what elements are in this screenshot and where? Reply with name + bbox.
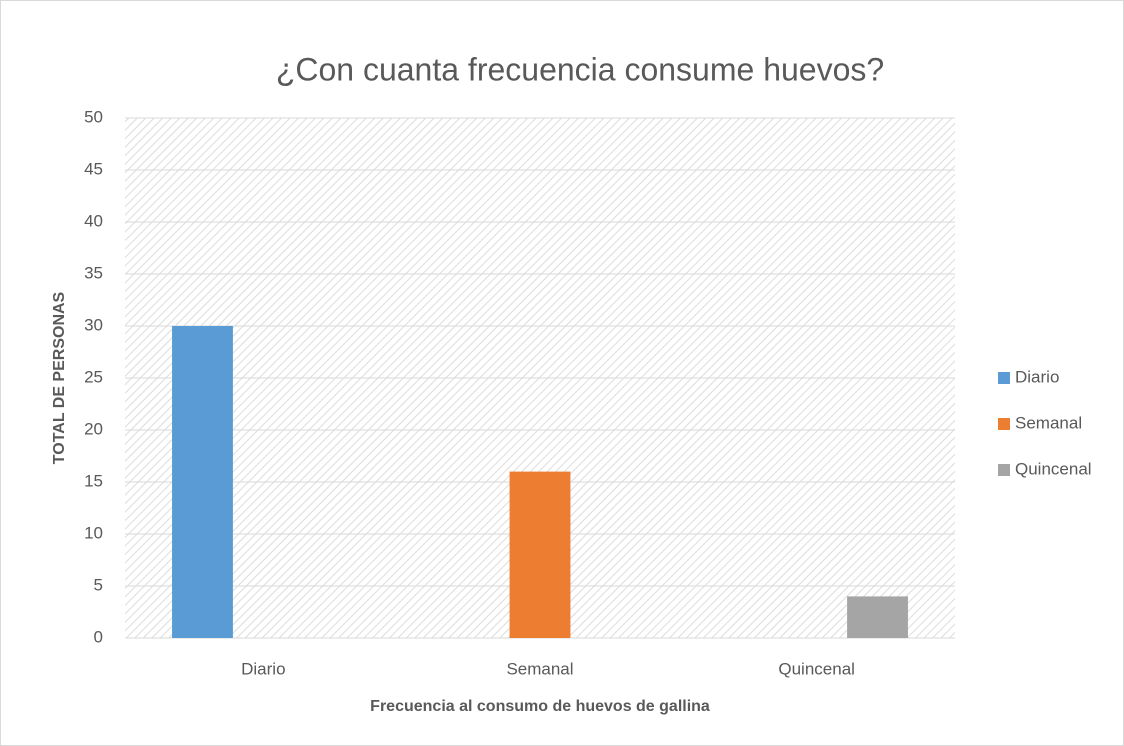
x-tick-label: Quincenal [778, 659, 855, 678]
bar [172, 326, 233, 638]
y-tick-label: 20 [84, 419, 103, 438]
chart-title: ¿Con cuanta frecuencia consume huevos? [276, 51, 884, 87]
y-tick-label: 45 [84, 159, 103, 178]
x-tick-label: Semanal [506, 659, 573, 678]
legend-label: Quincenal [1015, 459, 1092, 478]
legend-swatch [998, 372, 1010, 384]
y-tick-label: 10 [84, 523, 103, 542]
legend-label: Semanal [1015, 413, 1082, 432]
y-tick-label: 5 [94, 575, 103, 594]
y-tick-label: 15 [84, 471, 103, 490]
y-tick-label: 40 [84, 211, 103, 230]
y-tick-label: 35 [84, 263, 103, 282]
bar [509, 471, 571, 638]
y-tick-label: 30 [84, 315, 103, 334]
x-tick-label: Diario [241, 659, 285, 678]
y-axis-title: TOTAL DE PERSONAS [51, 291, 68, 464]
y-tick-label: 0 [94, 627, 103, 646]
legend-label: Diario [1015, 367, 1059, 386]
y-tick-label: 50 [84, 107, 103, 126]
legend-swatch [998, 418, 1010, 430]
y-tick-label: 25 [84, 367, 103, 386]
x-axis-title: Frecuencia al consumo de huevos de galli… [370, 698, 710, 715]
legend-swatch [998, 464, 1010, 476]
bar [847, 596, 908, 638]
